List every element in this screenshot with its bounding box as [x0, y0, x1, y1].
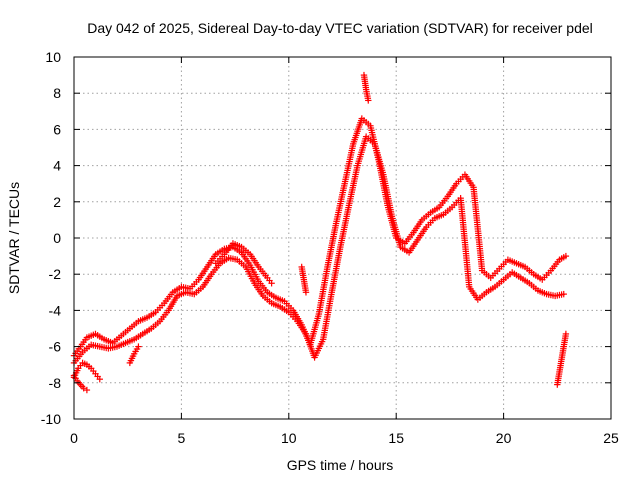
x-tick-label: 10: [281, 430, 297, 446]
x-tick-labels: 0 5 10 15 20 25: [70, 430, 619, 446]
x-axis-label: GPS time / hours: [287, 457, 394, 473]
data-points: [70, 71, 570, 394]
y-tick-label: -8: [49, 375, 62, 391]
data-point: [560, 290, 567, 298]
x-tick-label: 20: [496, 430, 512, 446]
y-tick-label: 4: [53, 158, 61, 174]
data-point: [80, 385, 87, 392]
y-tick-label: -2: [49, 266, 62, 282]
data-point: [562, 252, 570, 260]
y-tick-label: -4: [49, 302, 62, 318]
data-point: [268, 280, 275, 287]
data-point: [365, 97, 372, 104]
y-tick-label: 0: [53, 230, 61, 246]
x-tick-label: 5: [178, 430, 186, 446]
y-axis-label: SDTVAR / TECUs: [6, 182, 22, 294]
y-tick-label: 10: [45, 49, 61, 65]
data-point: [83, 386, 91, 394]
y-tick-label: 8: [53, 85, 61, 101]
x-tick-label: 15: [388, 430, 404, 446]
y-tick-label: -10: [41, 411, 61, 427]
data-point: [302, 289, 310, 296]
y-tick-label: -6: [49, 339, 62, 355]
y-tick-labels: -10 -8 -6 -4 -2 0 2 4 6 8 10: [41, 49, 61, 427]
chart-title: Day 042 of 2025, Sidereal Day-to-day VTE…: [87, 20, 593, 36]
data-point: [96, 375, 103, 383]
data-point: [562, 330, 570, 338]
axis-ticks: [73, 56, 612, 420]
y-tick-label: 2: [53, 194, 61, 210]
y-tick-label: 6: [53, 121, 61, 137]
x-tick-label: 0: [70, 430, 78, 446]
data-point: [135, 343, 142, 350]
x-tick-label: 25: [603, 430, 619, 446]
